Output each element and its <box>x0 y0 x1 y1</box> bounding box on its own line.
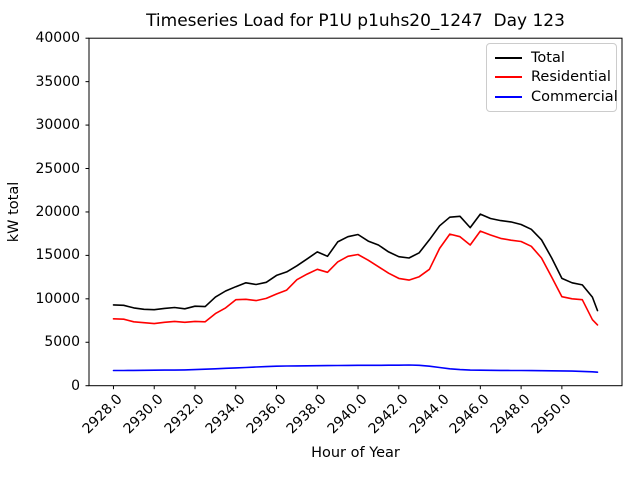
total-line-icon <box>495 56 522 59</box>
y-tick-label: 25000 <box>35 160 80 177</box>
series-line-commercial <box>112 364 599 374</box>
legend-label-residential: Residential <box>531 69 611 86</box>
y-tick-label: 5000 <box>44 334 80 351</box>
y-tick-label: 10000 <box>35 290 80 307</box>
y-tick-label: 40000 <box>35 30 80 47</box>
series-line-residential <box>112 230 599 326</box>
commercial-line-icon <box>495 96 522 99</box>
x-axis-label: Hour of Year <box>311 445 400 461</box>
chart-title: Timeseries Load for P1U p1uhs20_1247 Day… <box>146 11 565 31</box>
y-tick-label: 15000 <box>35 247 80 264</box>
legend-label-total: Total <box>531 49 565 66</box>
legend-row-commercial: Commercial <box>495 89 618 105</box>
y-tick-label: 20000 <box>35 203 80 220</box>
y-tick-label: 35000 <box>35 73 80 90</box>
y-tick-label: 30000 <box>35 117 80 134</box>
y-tick-label: 0 <box>71 377 80 394</box>
residential-line-icon <box>495 76 522 79</box>
legend: Total Residential Commercial <box>486 43 618 112</box>
series-line-total <box>112 213 599 312</box>
legend-label-commercial: Commercial <box>531 89 618 106</box>
legend-row-total: Total <box>495 50 608 66</box>
legend-row-residential: Residential <box>495 69 611 86</box>
